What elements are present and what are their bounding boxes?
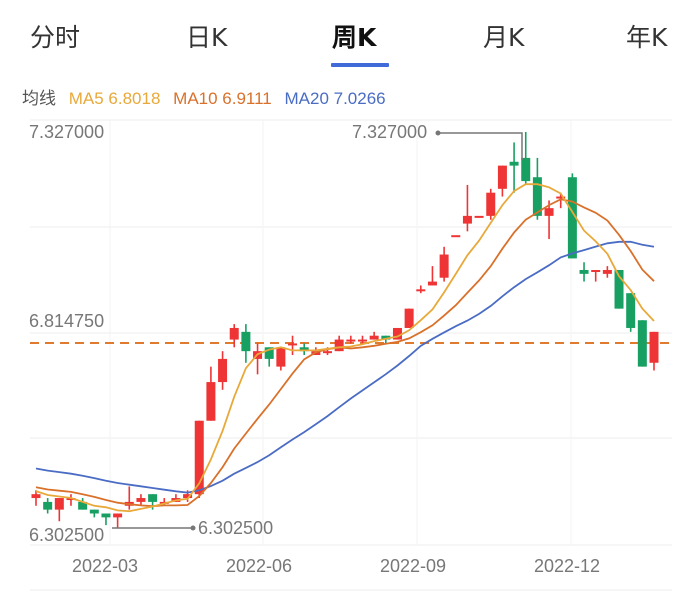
min-marker-dot	[190, 525, 196, 531]
candles	[31, 132, 659, 528]
ma5-line	[35, 183, 655, 513]
grid	[30, 119, 672, 591]
x-label-2022-03: 2022-03	[72, 556, 139, 576]
x-label-2022-12: 2022-12	[534, 556, 601, 576]
period-tabs: 分时 日K 周K 月K 年K	[0, 0, 700, 70]
legend-title: 均线	[22, 89, 56, 108]
tab-daily-k[interactable]: 日K	[186, 23, 228, 52]
tab-intraday[interactable]: 分时	[30, 23, 81, 52]
max-marker-dot	[435, 130, 441, 136]
ma20-line	[35, 240, 655, 494]
tab-monthly-k[interactable]: 月K	[483, 23, 525, 52]
max-marker-line	[438, 132, 523, 160]
legend-ma20: MA20 7.0266	[284, 89, 386, 108]
tab-weekly-k[interactable]: 周K	[332, 23, 377, 52]
x-label-2022-06: 2022-06	[226, 556, 293, 576]
tab-yearly-k[interactable]: 年K	[626, 23, 668, 52]
min-price-label: 6.302500	[198, 518, 274, 538]
active-tab-indicator	[331, 63, 389, 67]
x-label-2022-09: 2022-09	[380, 556, 447, 576]
ma-legend: 均线 MA5 6.8018 MA10 6.9111 MA20 7.0266	[22, 84, 394, 109]
y-label-bottom: 6.302500	[29, 525, 105, 545]
y-label-mid: 6.814750	[29, 311, 105, 331]
legend-ma5: MA5 6.8018	[68, 89, 161, 108]
y-label-top: 7.327000	[29, 122, 105, 142]
legend-ma10: MA10 6.9111	[173, 89, 272, 108]
max-price-label: 7.327000	[352, 122, 428, 142]
ma10-line	[35, 198, 655, 508]
